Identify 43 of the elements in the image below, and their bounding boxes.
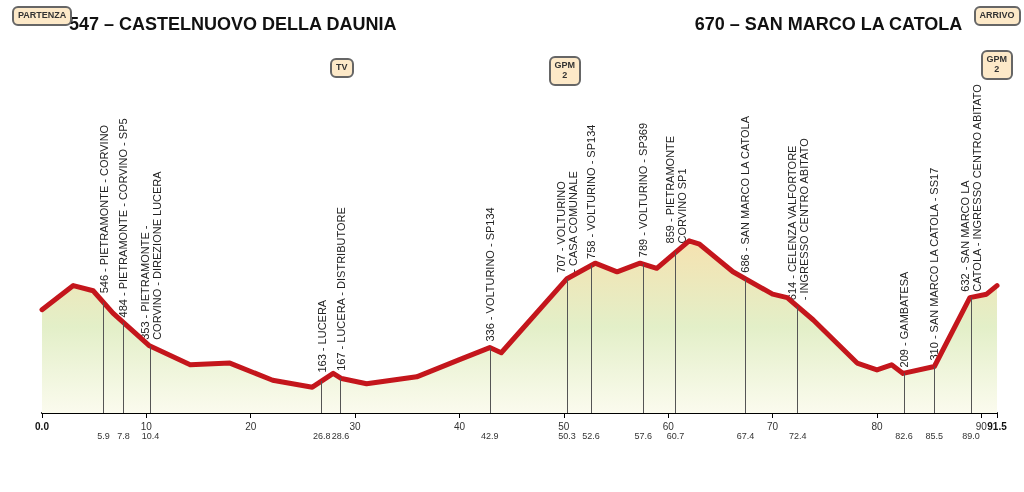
ref-line-label: 26.8	[312, 430, 331, 441]
annotation: 546 - PIETRAMONTE - CORVINO	[97, 124, 110, 294]
ref-line-label: 72.4	[788, 430, 807, 441]
ref-line-label: 85.5	[925, 430, 944, 441]
x-tick-label: 30	[349, 420, 362, 432]
x-tick-label: 80	[871, 420, 883, 432]
chart-subtitle: 670 – SAN MARCO LA CATOLA	[694, 14, 963, 34]
annotation: 789 - VOLTURINO - SP369	[637, 122, 650, 258]
x-tick-label: 10	[140, 420, 153, 432]
annotation: 484 - PIETRAMONTE - CORVINO - SP5	[117, 118, 130, 318]
sign-icon: GPM 2	[548, 56, 581, 86]
ref-line-label: 10.4	[141, 430, 160, 441]
x-tick-label: 50	[558, 420, 570, 432]
annotation: 686 - SAN MARCO LA CATOLA	[739, 115, 752, 273]
ref-line-label: 28.6	[331, 430, 350, 441]
ref-line-label: 60.7	[666, 430, 685, 441]
ref-line-label: 82.6	[895, 430, 913, 441]
annotation: 209 - GAMBATESA	[898, 270, 911, 368]
annotation: 707 - VOLTURINO - CASA COMUNALE	[554, 171, 579, 273]
x-tick-label: 91.5	[987, 420, 1008, 432]
x-tick-label: 60	[662, 420, 675, 432]
ref-line-label: 7.8	[117, 430, 130, 441]
ref-line-label: 52.6	[582, 430, 600, 441]
sign-icon: TV	[330, 58, 354, 78]
x-tick-label: 0.0	[35, 420, 50, 432]
ref-line-label: 89.0	[962, 430, 980, 441]
annotation: 632 - SAN MARCO LA CATOLA - INGRESSO CENTRO ABITATO	[958, 83, 983, 292]
x-tick-label: 70	[767, 420, 779, 432]
ref-line-label: 67.4	[736, 430, 755, 441]
ref-line-label: 50.3	[558, 430, 576, 441]
sign-icon: ARRIVO	[973, 6, 1021, 26]
annotation: 859 - PIETRAMONTE CORVINO SP1	[663, 135, 688, 244]
x-tick-label: 90	[975, 420, 988, 432]
x-tick-label: 20	[245, 420, 257, 432]
ref-line-label: 57.6	[634, 430, 652, 441]
sign-icon: GPM 2	[980, 50, 1013, 80]
ref-line-label: 5.9	[97, 430, 110, 441]
annotation: 163 - LUCERA	[315, 299, 328, 373]
annotation: 336 - VOLTURINO - SP134	[483, 207, 496, 342]
annotation: 167 - LUCERA - DISTRIBUTORE	[334, 207, 347, 371]
x-tick-label: 40	[453, 420, 466, 432]
annotation: 758 - VOLTURINO - SP134	[584, 124, 597, 259]
ref-line-label: 42.9	[480, 430, 499, 441]
